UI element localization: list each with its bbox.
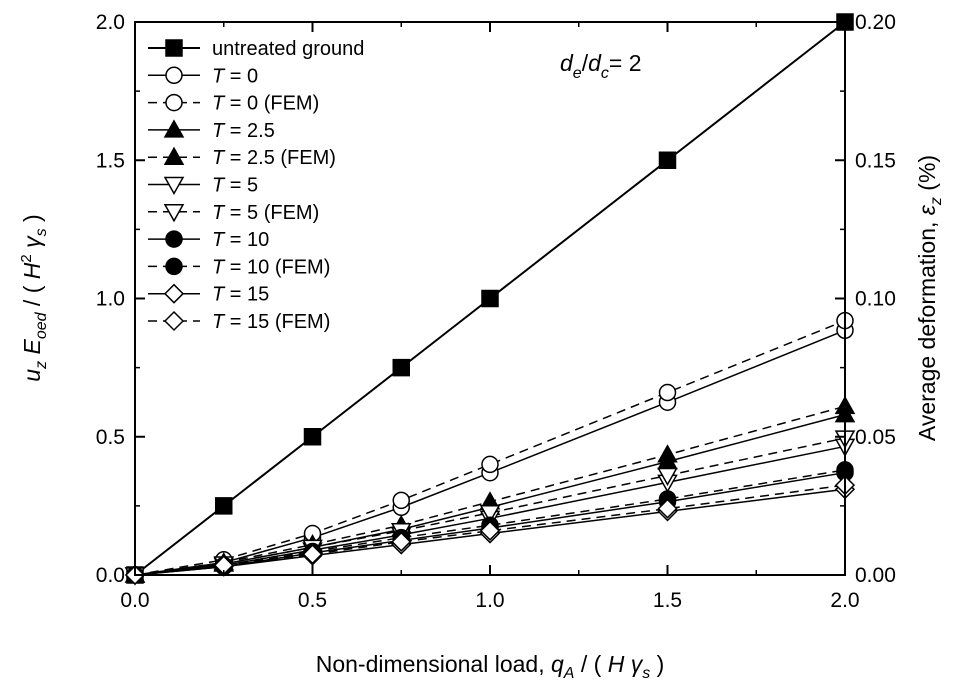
legend-marker [163, 204, 185, 223]
x-axis-title: Non-dimensional load, qA / ( H γs ) [316, 651, 665, 682]
data-point [392, 358, 410, 377]
series-0 [126, 13, 854, 584]
data-point [657, 498, 678, 519]
legend-label: T = 5 (FEM) [212, 202, 319, 224]
legend-marker [163, 119, 185, 138]
legend-marker [165, 93, 183, 112]
legend: untreated ground T = 0 T = 0 (FEM) T = 2.5 T… [148, 38, 364, 333]
y-right-tick-label: 0.10 [855, 288, 896, 311]
legend-label: T = 15 [212, 284, 269, 306]
series-10 [124, 475, 856, 586]
data-point [215, 497, 233, 515]
legend-label: T = 10 [212, 229, 269, 251]
legend-item: untreated ground [148, 38, 364, 60]
legend-label: T = 0 [212, 65, 258, 87]
ratio-annotation: de/dc= 2 [560, 50, 642, 82]
legend-item: T = 2.5 [148, 119, 275, 142]
y-left-tick-label: 2.0 [96, 11, 125, 34]
legend-marker [165, 39, 183, 57]
data-point [657, 467, 678, 486]
legend-label: T = 2.5 [212, 120, 275, 142]
legend-label: T = 5 [212, 175, 258, 197]
x-tick-label: 2.0 [830, 589, 859, 612]
legend-marker [165, 257, 183, 276]
y-left-tick-label: 1.5 [96, 149, 125, 172]
y-left-tick-label: 0.5 [96, 426, 125, 449]
data-point [391, 531, 412, 552]
legend-label: T = 0 (FEM) [212, 93, 319, 115]
x-tick-label: 1.0 [475, 589, 504, 612]
legend-item: T = 5 (FEM) [148, 202, 319, 224]
data-point [303, 428, 322, 446]
y-right-tick-label: 0.20 [855, 11, 896, 34]
legend-item: T = 10 (FEM) [148, 256, 330, 278]
legend-item: T = 5 [148, 175, 258, 197]
legend-label: T = 15 (FEM) [212, 311, 330, 333]
legend-item: T = 2.5 (FEM) [148, 146, 336, 169]
y-right-tick-label: 0.00 [855, 564, 896, 587]
y-left-tick-label: 1.0 [96, 288, 125, 311]
y-axis-right-title: Average deformation, εz (%) [914, 155, 945, 441]
legend-marker [163, 146, 185, 165]
legend-marker [165, 66, 183, 85]
legend-item: T = 0 (FEM) [148, 93, 319, 115]
data-point [479, 505, 501, 524]
data-point [657, 444, 678, 463]
legend-label: untreated ground [212, 38, 364, 60]
legend-item: T = 0 [148, 65, 258, 87]
data-point [302, 544, 323, 565]
data-point [658, 383, 677, 402]
data-point [658, 151, 677, 169]
legend-marker [163, 310, 185, 332]
legend-marker [163, 176, 185, 196]
x-tick-label: 0.5 [298, 589, 327, 612]
x-tick-label: 1.5 [653, 589, 682, 612]
legend-label: T = 10 (FEM) [212, 256, 330, 278]
legend-item: T = 15 (FEM) [148, 310, 330, 333]
legend-marker [165, 230, 183, 248]
y-right-tick-label: 0.05 [855, 426, 896, 449]
data-point [481, 289, 499, 308]
legend-item: T = 10 [148, 229, 269, 251]
y-left-tick-label: 0.0 [96, 564, 125, 587]
legend-item: T = 15 [148, 283, 269, 306]
legend-label: T = 2.5 (FEM) [212, 147, 336, 169]
data-point [392, 491, 410, 510]
axes-group: 0.0 0.5 1.0 1.5 2.00.00.51.01.52.00.000.050.… [96, 11, 896, 612]
legend-marker [163, 283, 185, 304]
data-point [479, 520, 501, 541]
y-axis-left-title: uz Eoed / ( H2 γs ) [18, 214, 50, 381]
x-tick-label: 0.0 [120, 589, 149, 612]
data-point [481, 455, 499, 474]
y-right-tick-label: 0.15 [855, 149, 896, 172]
